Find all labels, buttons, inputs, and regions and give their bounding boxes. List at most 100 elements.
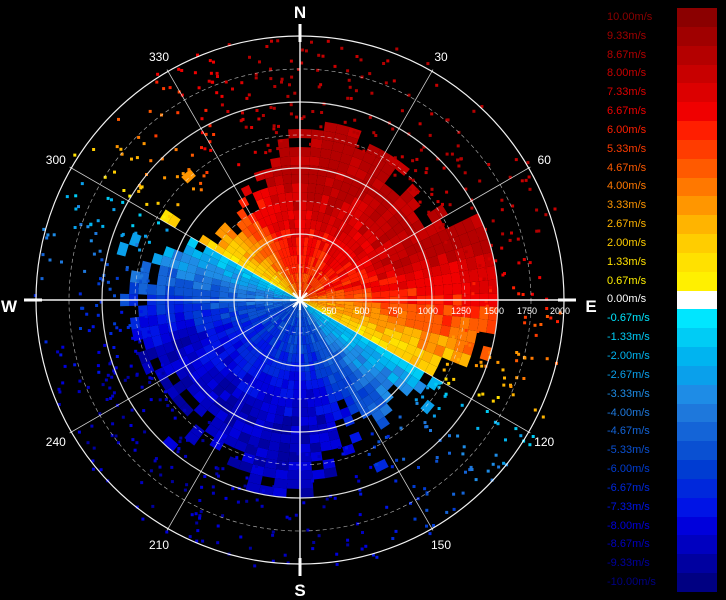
echo-cell bbox=[165, 313, 176, 324]
echo-pixel bbox=[195, 521, 199, 525]
echo-pixel bbox=[511, 204, 515, 208]
echo-pixel bbox=[393, 173, 397, 177]
echo-pixel bbox=[160, 363, 164, 367]
echo-pixel bbox=[409, 501, 412, 505]
compass-north-label: N bbox=[294, 3, 306, 22]
echo-pixel bbox=[190, 513, 194, 517]
echo-pixel bbox=[456, 358, 460, 362]
echo-pixel bbox=[522, 258, 526, 261]
echo-pixel bbox=[359, 58, 363, 62]
echo-pixel bbox=[77, 430, 81, 434]
echo-cell bbox=[382, 349, 394, 361]
colorbar-label: -9.33m/s bbox=[607, 557, 650, 570]
echo-pixel bbox=[59, 353, 63, 357]
echo-cell bbox=[229, 349, 240, 361]
echo-cell bbox=[357, 200, 369, 213]
echo-cell bbox=[247, 261, 258, 270]
echo-pixel bbox=[398, 168, 402, 172]
echo-cell bbox=[316, 305, 326, 311]
echo-pixel bbox=[386, 434, 390, 438]
echo-cell bbox=[317, 166, 329, 177]
echo-cell bbox=[285, 192, 294, 202]
echo-pixel bbox=[456, 144, 460, 148]
echo-pixel bbox=[384, 175, 388, 179]
echo-pixel bbox=[185, 483, 189, 487]
echo-cell bbox=[369, 312, 380, 320]
echo-pixel bbox=[142, 409, 146, 413]
echo-pixel bbox=[353, 118, 357, 122]
echo-cell bbox=[287, 315, 293, 325]
echo-cell bbox=[290, 362, 296, 372]
echo-cell bbox=[228, 292, 238, 298]
echo-pixel bbox=[439, 381, 443, 385]
echo-pixel bbox=[335, 552, 339, 556]
echo-cell bbox=[218, 377, 231, 390]
echo-cell bbox=[237, 305, 247, 311]
echo-cell bbox=[323, 254, 332, 264]
range-label: 1000 bbox=[418, 306, 438, 316]
echo-cell bbox=[328, 246, 337, 257]
echo-cell bbox=[300, 156, 310, 166]
echo-pixel bbox=[448, 434, 451, 438]
echo-pixel bbox=[231, 487, 235, 491]
echo-cell bbox=[327, 196, 337, 207]
echo-cell bbox=[309, 266, 315, 276]
echo-pixel bbox=[73, 226, 77, 229]
echo-cell bbox=[290, 264, 295, 274]
echo-cell bbox=[246, 304, 256, 310]
echo-pixel bbox=[215, 91, 219, 95]
echo-cell bbox=[233, 235, 244, 246]
echo-pixel bbox=[360, 75, 364, 79]
echo-pixel bbox=[105, 263, 109, 267]
echo-cell bbox=[374, 190, 387, 204]
echo-cell bbox=[199, 384, 213, 398]
echo-pixel bbox=[523, 356, 527, 360]
echo-pixel bbox=[222, 438, 226, 442]
echo-cell bbox=[300, 192, 308, 202]
compass-south-label: S bbox=[294, 581, 305, 600]
echo-pixel bbox=[464, 187, 468, 191]
echo-cell bbox=[375, 372, 387, 385]
echo-pixel bbox=[456, 434, 460, 438]
echo-cell bbox=[353, 305, 363, 311]
echo-cell bbox=[290, 274, 295, 284]
colorbar-swatch bbox=[677, 554, 717, 574]
echo-cell bbox=[313, 193, 323, 204]
echo-cell bbox=[233, 268, 244, 277]
echo-cell bbox=[300, 210, 307, 220]
echo-pixel bbox=[340, 46, 344, 50]
echo-cell bbox=[277, 451, 290, 462]
echo-pixel bbox=[145, 202, 149, 206]
echo-cell bbox=[207, 403, 221, 417]
echo-cell bbox=[333, 351, 343, 362]
echo-cell bbox=[392, 222, 405, 235]
echo-cell bbox=[285, 247, 291, 257]
echo-cell bbox=[372, 260, 384, 270]
echo-pixel bbox=[523, 315, 527, 319]
echo-pixel bbox=[309, 142, 312, 146]
echo-cell bbox=[188, 333, 200, 344]
echo-pixel bbox=[272, 124, 276, 128]
echo-cell bbox=[357, 224, 369, 236]
colorbar-swatch bbox=[677, 158, 717, 179]
echo-pixel bbox=[294, 513, 298, 517]
echo-cell bbox=[295, 326, 299, 336]
echo-cell bbox=[356, 354, 367, 365]
echo-cell bbox=[212, 272, 223, 281]
echo-cell bbox=[140, 260, 152, 274]
echo-cell bbox=[380, 366, 393, 379]
echo-pixel bbox=[391, 127, 395, 131]
echo-cell bbox=[302, 335, 307, 345]
echo-cell bbox=[317, 293, 327, 297]
echo-cell bbox=[383, 262, 395, 273]
echo-cell bbox=[283, 292, 292, 297]
echo-cell bbox=[354, 168, 368, 181]
echo-cell bbox=[301, 282, 305, 292]
echo-cell bbox=[335, 292, 345, 297]
echo-pixel bbox=[430, 112, 434, 116]
echo-cell bbox=[236, 368, 248, 381]
colorbar-label: 1.33m/s bbox=[607, 255, 647, 268]
echo-cell bbox=[222, 233, 234, 245]
echo-cell bbox=[306, 274, 311, 284]
echo-cell bbox=[175, 320, 187, 331]
